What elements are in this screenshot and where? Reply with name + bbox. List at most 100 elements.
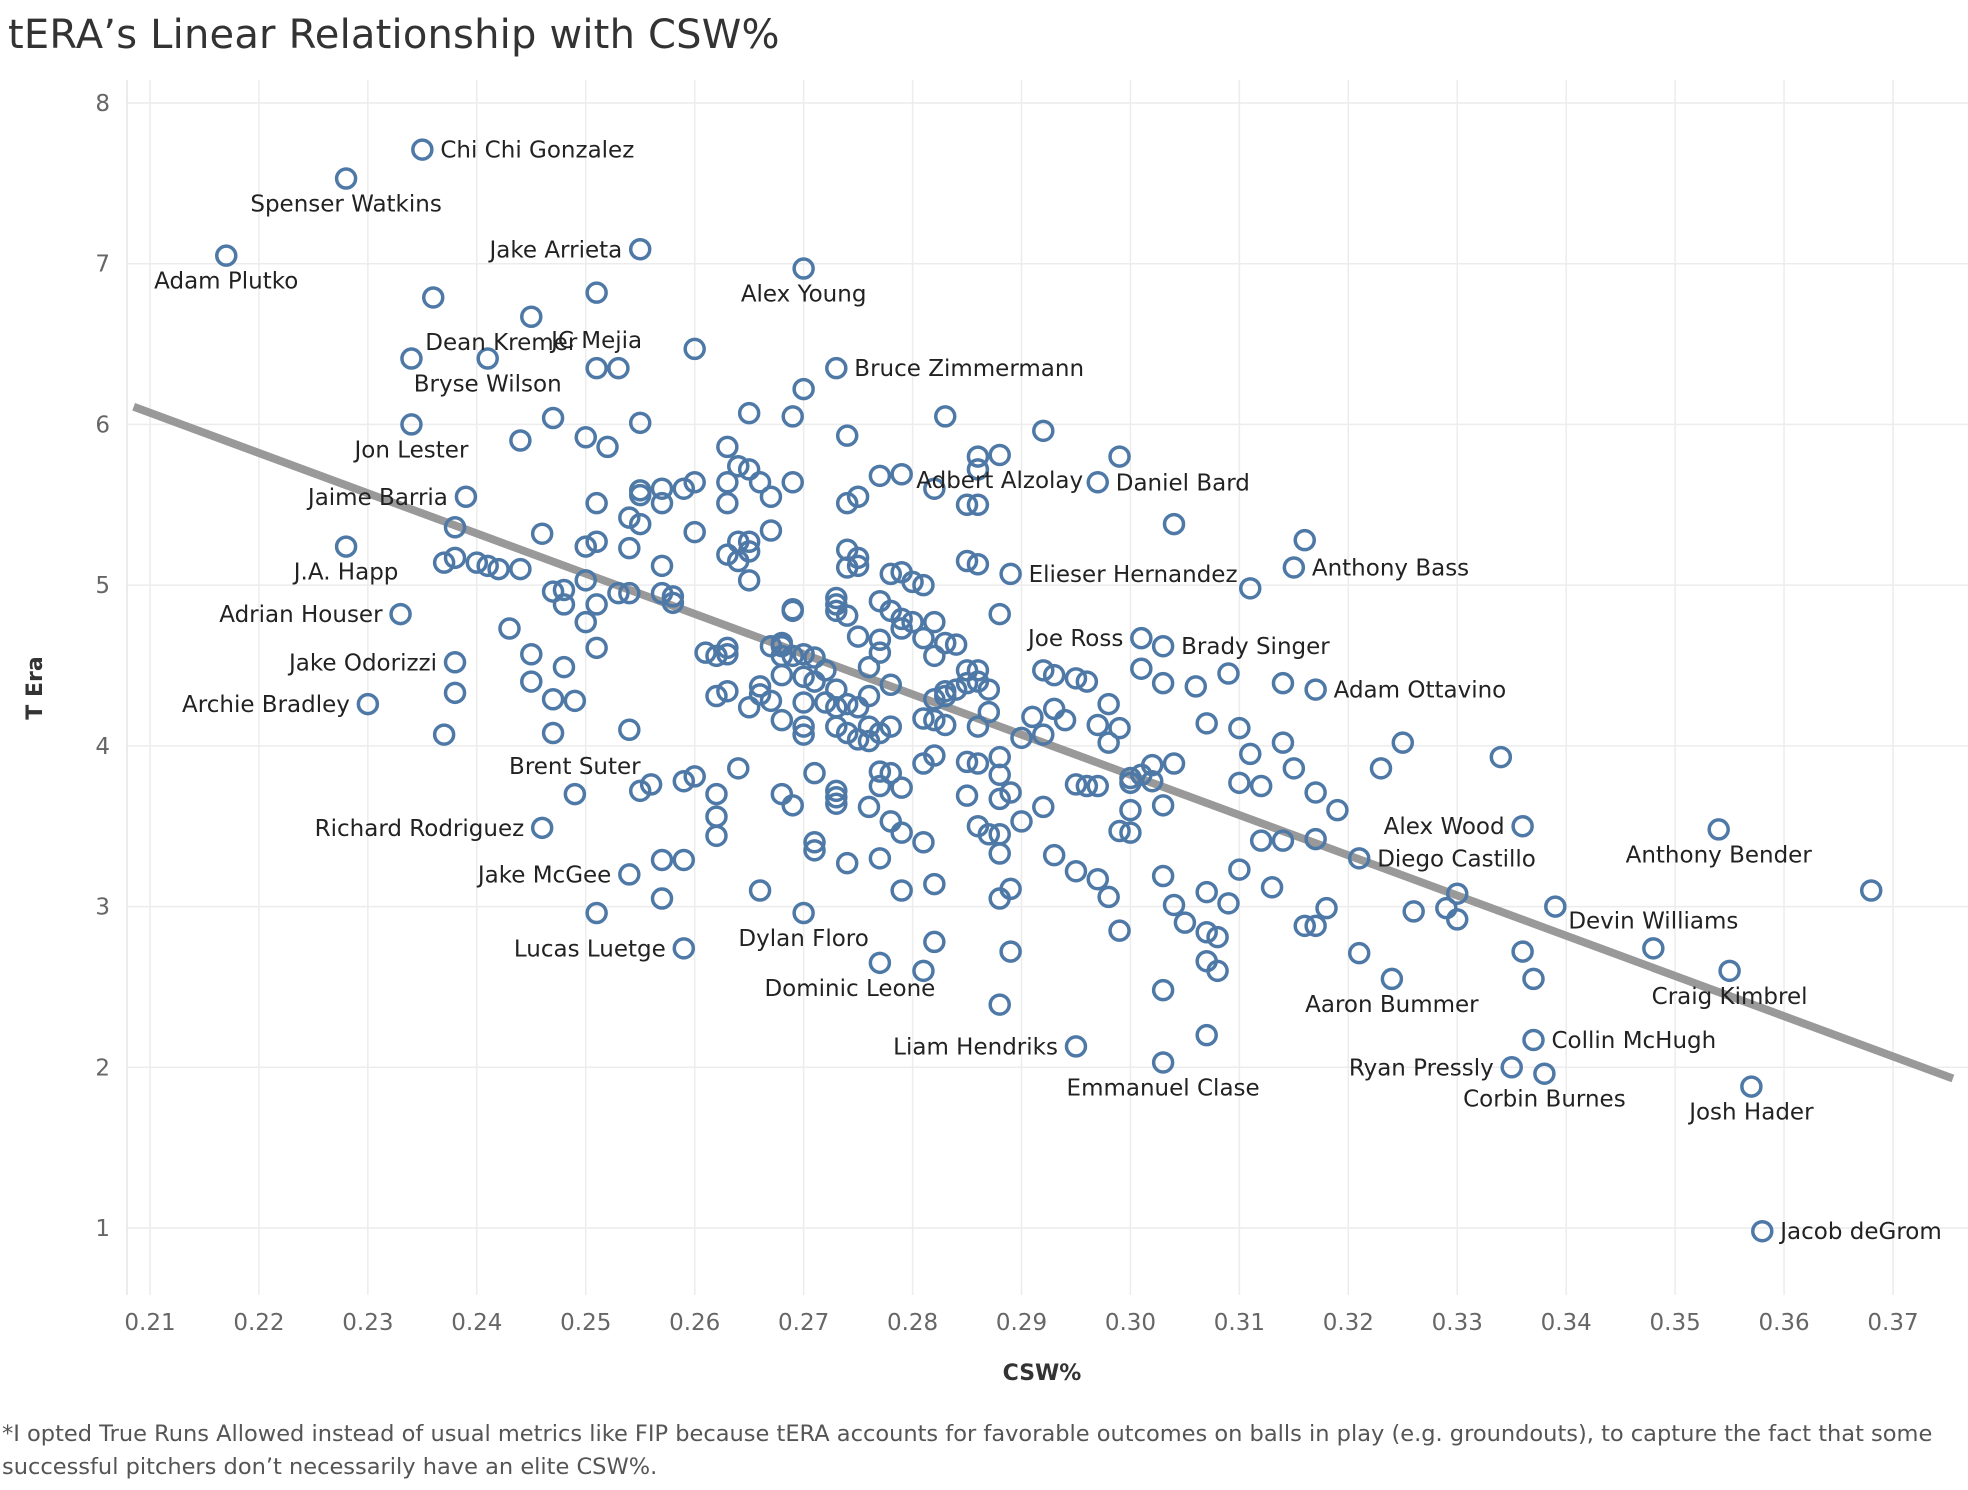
- data-point-labeled: [334, 535, 358, 558]
- data-point: [933, 405, 957, 428]
- y-tick-label: 2: [95, 1055, 110, 1081]
- point-label: Adbert Alzolay: [916, 468, 1083, 494]
- point-label: Brady Singer: [1181, 634, 1330, 660]
- data-point: [1162, 512, 1186, 536]
- data-point: [988, 602, 1011, 626]
- x-tick-label: 0.24: [451, 1310, 502, 1336]
- data-point: [585, 901, 608, 925]
- data-point: [846, 485, 870, 508]
- data-point: [890, 607, 913, 631]
- data-point: [1075, 774, 1099, 798]
- data-point: [770, 663, 794, 687]
- data-point: [999, 781, 1022, 804]
- data-point: [977, 700, 1001, 724]
- data-point-labeled: [530, 816, 554, 840]
- data-point: [792, 665, 815, 688]
- data-point: [912, 831, 935, 854]
- point-label: Alex Wood: [1384, 814, 1505, 840]
- data-point: [628, 483, 652, 507]
- point-label: Collin McHugh: [1552, 1028, 1717, 1054]
- point-label: Dean Kremer: [425, 330, 578, 356]
- data-point: [988, 763, 1011, 787]
- data-point: [574, 426, 597, 449]
- data-point: [705, 805, 728, 828]
- data-point-labeled: [1064, 1035, 1088, 1058]
- data-point: [1859, 879, 1883, 902]
- data-point-labeled: [1304, 678, 1327, 701]
- data-point: [1130, 657, 1153, 680]
- data-point: [1293, 914, 1316, 938]
- data-point: [1064, 773, 1088, 796]
- data-point-labeled: [1500, 1056, 1523, 1079]
- data-point: [1315, 896, 1338, 920]
- data-point: [1151, 794, 1175, 817]
- y-tick-label: 8: [95, 91, 110, 117]
- data-point: [737, 458, 761, 481]
- point-label: Dominic Leone: [764, 976, 935, 1002]
- data-point: [955, 549, 979, 573]
- data-point: [1446, 908, 1469, 931]
- data-point: [890, 879, 913, 902]
- points: [215, 138, 1883, 1243]
- data-point: [857, 729, 881, 753]
- data-point: [1239, 577, 1262, 600]
- data-point: [650, 887, 674, 910]
- x-tick-label: 0.26: [669, 1310, 720, 1336]
- data-point: [498, 617, 521, 640]
- data-point: [672, 477, 696, 500]
- data-point: [1228, 716, 1251, 740]
- data-point: [1369, 757, 1393, 780]
- data-point: [1391, 731, 1415, 754]
- data-point: [868, 760, 892, 783]
- data-point: [1326, 798, 1349, 822]
- data-point-labeled: [389, 602, 412, 626]
- data-point: [857, 715, 881, 738]
- data-point: [933, 631, 957, 655]
- data-point: [923, 744, 946, 767]
- point-label: Jacob deGrom: [1778, 1219, 1942, 1245]
- data-point: [792, 643, 815, 666]
- point-label: J.A. Happ: [292, 560, 399, 586]
- data-point: [890, 821, 913, 844]
- data-point: [966, 659, 990, 682]
- data-point: [1032, 795, 1055, 819]
- data-point: [661, 585, 685, 608]
- data-point: [1489, 745, 1513, 769]
- data-point: [1195, 1023, 1218, 1047]
- data-point: [966, 715, 990, 738]
- y-tick-label: 3: [95, 895, 110, 921]
- y-tick-label: 4: [95, 734, 110, 760]
- data-point: [683, 520, 706, 544]
- data-point: [814, 691, 837, 714]
- data-point-labeled: [988, 443, 1011, 467]
- y-axis-label: T Era: [23, 656, 48, 719]
- data-point: [781, 599, 804, 623]
- data-point-labeled: [1511, 814, 1534, 838]
- data-point: [890, 617, 913, 640]
- point-label: Chi Chi Gonzalez: [440, 138, 634, 164]
- x-axis-ticks: 0.21 0.22 0.23 0.24 0.25 0.26 0.27 0.28 0.29 0.30…: [124, 1310, 1918, 1336]
- data-point: [1151, 671, 1175, 695]
- point-label: Brent Suter: [509, 754, 641, 780]
- data-point-labeled: [334, 167, 358, 190]
- data-point: [966, 458, 990, 481]
- data-point: [1249, 774, 1273, 798]
- data-point: [541, 688, 565, 711]
- data-point: [792, 691, 815, 714]
- data-point-labeled: [356, 692, 380, 716]
- data-point: [825, 586, 848, 610]
- data-point: [552, 578, 576, 602]
- data-point: [966, 553, 990, 576]
- data-point-labeled: [520, 305, 543, 328]
- point-label: Diego Castillo: [1377, 846, 1536, 872]
- data-point: [1108, 445, 1131, 468]
- data-point: [988, 993, 1011, 1016]
- data-point: [727, 454, 750, 478]
- data-point-labeled: [628, 238, 652, 261]
- data-point-labeled: [792, 901, 815, 925]
- point-label: Lucas Luetge: [514, 936, 666, 962]
- data-point: [901, 610, 924, 634]
- data-point: [748, 675, 772, 698]
- point-labels: Chi Chi Gonzalez Spenser Watkins Adam Plut…: [154, 138, 1942, 1246]
- x-tick-label: 0.31: [1214, 1310, 1265, 1336]
